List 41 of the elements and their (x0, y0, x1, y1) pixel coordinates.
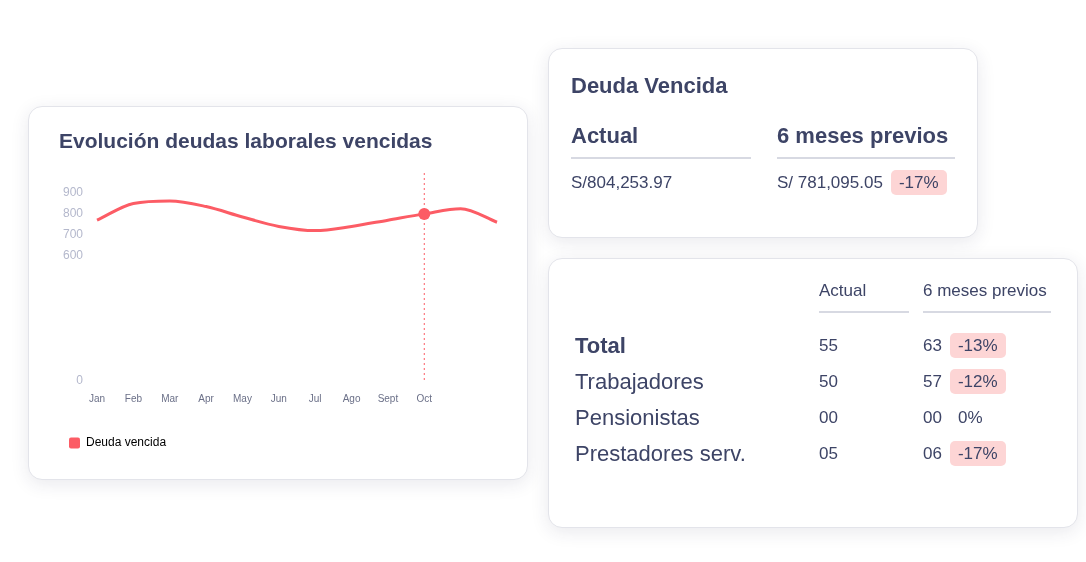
text: -17% (949, 441, 1006, 466)
text: -17% (890, 170, 947, 195)
text: Prestadores serv. (575, 441, 747, 467)
text: 6 meses previos (923, 281, 1051, 313)
x-tick-label: Apr (198, 392, 215, 404)
text: 6 meses previos (777, 123, 955, 159)
x-tick-label: May (233, 392, 252, 404)
chart-title: Evolución deudas laborales vencidas (59, 129, 434, 153)
y-tick-label: 800 (62, 206, 84, 221)
text: 57 (923, 372, 942, 391)
x-tick-label: Mar (161, 392, 180, 404)
text: S/804,253.97 (571, 173, 674, 193)
x-tick-label: Jan (88, 392, 106, 404)
y-tick-label: 0 (76, 373, 84, 388)
x-tick-label: Oct (416, 392, 433, 404)
text: 55 (819, 336, 839, 356)
text: 00 (923, 408, 942, 427)
text: -12% (949, 369, 1006, 394)
x-tick-label: Jun (270, 392, 287, 404)
text: 05 (819, 444, 839, 464)
text: Actual (819, 281, 909, 313)
legend-label: Deuda vencida (86, 435, 167, 450)
text: Deuda Vencida (571, 73, 729, 99)
x-tick-label: Ago (342, 392, 361, 404)
text: Pensionistas (575, 405, 701, 431)
x-tick-label: Sept (377, 392, 399, 404)
text: 50 (819, 372, 839, 392)
y-tick-label: 700 (62, 227, 84, 242)
x-tick-label: Feb (124, 392, 143, 404)
y-tick-label: 600 (62, 247, 84, 262)
y-tick-label: 900 (62, 185, 84, 200)
text: -13% (949, 333, 1006, 358)
text: 63 (923, 336, 942, 355)
text: Total (575, 333, 627, 359)
text: Trabajadores (575, 369, 705, 395)
text: 0% (956, 407, 984, 429)
text: Actual (571, 123, 751, 159)
x-tick-label: Jul (308, 392, 322, 404)
text: 00 (819, 408, 839, 428)
text: 06 (923, 444, 942, 463)
text: S/ 781,095.05 (777, 173, 883, 192)
